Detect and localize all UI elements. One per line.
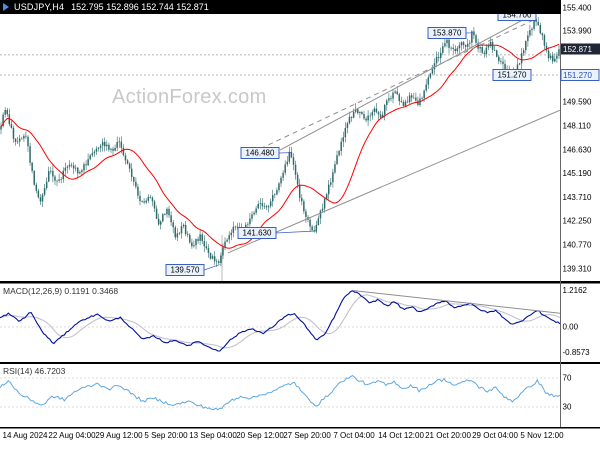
time-axis-label: 20 Sep 12:00 <box>236 431 284 440</box>
callout-box <box>427 27 467 39</box>
callout-label: 141.630 <box>243 229 272 238</box>
time-axis-label: 5 Sep 20:00 <box>144 431 188 440</box>
price-axis-tick: 143.710 <box>563 193 592 202</box>
price-axis-tick: 149.590 <box>563 98 592 107</box>
time-axis-label: 13 Sep 04:00 <box>189 431 237 440</box>
callout-box <box>492 69 532 81</box>
candle-wicks <box>0 16 560 267</box>
price-callout: 141.630 <box>237 227 316 239</box>
trend-line-dashed <box>251 18 536 154</box>
flagged-price-box: 151.270 <box>560 69 600 81</box>
channel-line <box>227 109 560 254</box>
rsi-axis-tick: 30 <box>563 403 572 412</box>
callout-box <box>237 227 277 239</box>
macd-signal-line <box>0 294 560 349</box>
callout-connector <box>275 230 316 234</box>
current-price-label: 152.871 <box>563 45 592 54</box>
candle-bodies <box>0 18 560 264</box>
callout-box <box>165 264 205 276</box>
price-axis-tick: 145.190 <box>563 169 592 178</box>
watermark: ActionForex.com <box>112 86 267 108</box>
callout-label: 154.700 <box>503 11 532 20</box>
price-axis-tick: 153.990 <box>563 26 592 35</box>
macd-trendline <box>352 290 560 314</box>
time-axis-label: 29 Aug 12:00 <box>95 431 143 440</box>
right-price-axis: 155.400 153.990 149.590 148.110 146.630 145.1… <box>563 4 592 412</box>
macd-plot[interactable] <box>0 290 560 352</box>
panel-separator <box>0 281 600 284</box>
price-callout: 151.270 <box>492 69 532 81</box>
chart-arrow-icon <box>3 3 9 11</box>
chart-header: USDJPY,H4 152.795 152.896 152.744 152.87… <box>0 0 561 14</box>
time-axis-label: 14 Oct 12:00 <box>378 431 424 440</box>
price-callout: 139.570 <box>165 264 220 276</box>
callout-label: 146.480 <box>246 149 275 158</box>
current-price-badge: 152.871 <box>561 43 600 55</box>
macd-axis-tick: 0.00 <box>563 323 579 332</box>
callout-label: 153.870 <box>433 29 462 38</box>
ma-line <box>0 43 560 249</box>
rsi-plot[interactable] <box>0 375 560 411</box>
time-axis-label: 21 Oct 20:00 <box>425 431 471 440</box>
flagged-price-label: 151.270 <box>563 71 592 80</box>
callout-connector <box>203 264 220 271</box>
current-price-badge-box <box>561 43 600 55</box>
price-plot[interactable] <box>0 8 560 281</box>
callout-label: 151.270 <box>498 71 527 80</box>
panel-separator <box>0 427 600 429</box>
time-axis-label: 29 Oct 04:00 <box>472 431 518 440</box>
rsi-axis-tick: 70 <box>563 374 572 383</box>
callout-label: 139.570 <box>171 266 200 275</box>
time-axis-label: 22 Aug 04:00 <box>48 431 96 440</box>
macd-line <box>0 290 560 352</box>
price-callout: 153.870 <box>427 27 474 39</box>
macd-axis-tick: -0.8573 <box>563 348 591 357</box>
price-axis-tick: 155.400 <box>563 4 592 13</box>
price-axis-tick: 140.770 <box>563 241 592 250</box>
rsi-label: RSI(14) 46.7203 <box>3 366 66 376</box>
callout-box <box>240 147 280 159</box>
time-axis[interactable]: 14 Aug 2024 22 Aug 04:00 29 Aug 12:00 5 Sep… <box>0 429 600 450</box>
price-annotations: 139.570 141.630 146.480 153.870 154.700 151.2… <box>165 9 537 276</box>
time-axis-label: 27 Sep 20:00 <box>283 431 331 440</box>
symbol-timeframe: USDJPY,H4 <box>14 2 65 12</box>
time-axis-label: 5 Nov 12:00 <box>520 431 564 440</box>
channel-line <box>279 14 535 151</box>
macd-label: MACD(12,26,9) 0.1191 0.3468 <box>3 286 119 296</box>
price-axis-tick: 148.110 <box>563 122 592 131</box>
time-axis-label: 7 Oct 04:00 <box>333 431 375 440</box>
panel-separator <box>0 362 600 364</box>
price-callout: 146.480 <box>240 147 292 159</box>
price-axis-tick: 146.630 <box>563 146 592 155</box>
flagged-price-box-rect <box>560 69 600 81</box>
price-axis-tick: 142.250 <box>563 217 592 226</box>
time-axis-label: 14 Aug 2024 <box>2 431 48 440</box>
macd-axis-tick: 1.2162 <box>563 286 588 295</box>
price-axis-tick: 139.310 <box>563 264 592 273</box>
rsi-line <box>0 375 560 411</box>
ohlc-readout: 152.795 152.896 152.744 152.871 <box>71 2 209 12</box>
